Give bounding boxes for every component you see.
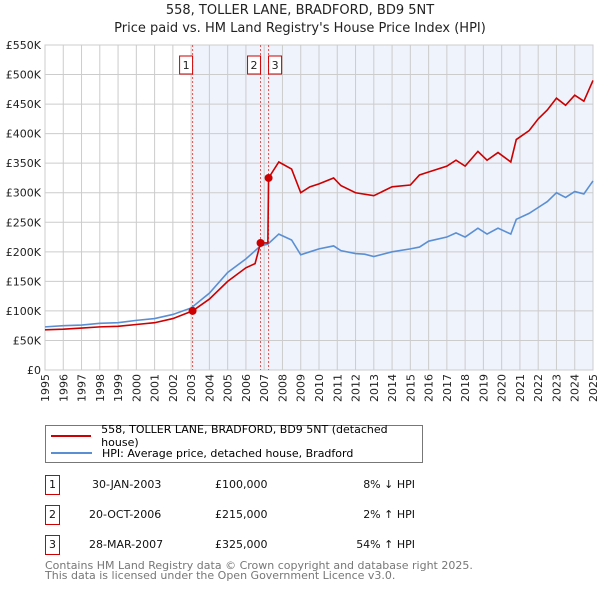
- x-tick-label: 1996: [57, 374, 70, 402]
- x-tick-label: 2015: [404, 374, 417, 402]
- legend: 558, TOLLER LANE, BRADFORD, BD9 5NT (det…: [45, 423, 423, 463]
- x-tick-label: 2025: [587, 374, 600, 402]
- x-tick-label: 1997: [76, 374, 89, 402]
- x-tick-label: 2002: [167, 374, 180, 402]
- y-tick-label: £100K: [6, 305, 42, 318]
- y-tick-label: £150K: [6, 275, 42, 288]
- y-tick-label: £350K: [6, 157, 42, 170]
- x-tick-label: 2020: [496, 374, 509, 402]
- legend-swatch: [51, 435, 92, 437]
- x-tick-label: 1995: [39, 374, 52, 402]
- chart-subtitle: Price paid vs. HM Land Registry's House …: [114, 21, 486, 36]
- sale-hpi-diff: 2% ↑ HPI: [363, 508, 415, 521]
- sale-price: £215,000: [215, 508, 268, 521]
- x-tick-label: 2014: [386, 374, 399, 402]
- hpi-line: [44, 180, 594, 328]
- x-tick-label: 2000: [130, 374, 143, 402]
- x-tick-label: 2007: [258, 374, 271, 402]
- sale-point: [188, 306, 197, 315]
- x-tick-label: 2009: [295, 374, 308, 402]
- x-tick-label: 2019: [477, 374, 490, 402]
- x-tick-label: 2003: [185, 374, 198, 402]
- sale-date: 20-OCT-2006: [89, 508, 162, 521]
- legend-item-property: 558, TOLLER LANE, BRADFORD, BD9 5NT (det…: [51, 423, 422, 449]
- sale-label: 2: [251, 59, 258, 72]
- sale-hpi-diff: 54% ↑ HPI: [356, 538, 415, 551]
- x-tick-label: 2010: [313, 374, 326, 402]
- x-tick-label: 2017: [441, 374, 454, 402]
- footer-line: This data is licensed under the Open Gov…: [45, 569, 396, 582]
- y-tick-label: £400K: [6, 128, 42, 141]
- plot-area: 1995 1996 1997 1998 1999 2000 2001 2002 2003 2004…: [6, 39, 600, 402]
- x-tick-label: 1999: [112, 374, 125, 402]
- y-tick-label: £300K: [6, 187, 42, 200]
- y-tick-label: £50K: [13, 334, 42, 347]
- sale-label-box: [268, 55, 283, 75]
- x-tick-label: 1998: [94, 374, 107, 402]
- y-tick-label: £0: [27, 364, 41, 377]
- sale-date: 28-MAR-2007: [89, 538, 164, 551]
- x-tick-label: 2004: [203, 374, 216, 402]
- sale-point: [256, 238, 265, 247]
- footer: Contains HM Land Registry data © Crown c…: [45, 559, 473, 582]
- x-tick-label: 2006: [240, 374, 253, 402]
- sale-point: [264, 173, 273, 182]
- x-tick-label: 2016: [423, 374, 436, 402]
- x-tick-label: 2008: [276, 374, 289, 402]
- sale-date: 30-JAN-2003: [92, 478, 162, 491]
- sale-label-box: [247, 55, 262, 75]
- x-tick-label: 2011: [331, 374, 344, 402]
- legend-item-hpi: HPI: Average price, detached house, Brad…: [51, 445, 353, 461]
- x-tick-label: 2013: [368, 374, 381, 402]
- y-tick-label: £550K: [6, 39, 42, 52]
- sale-price: £325,000: [215, 538, 268, 551]
- sale-row: 2 20-OCT-2006 £215,000 2% ↑ HPI: [45, 505, 445, 525]
- x-tick-label: 2005: [222, 374, 235, 402]
- shaded-region: [192, 45, 593, 370]
- y-tick-label: £250K: [6, 216, 42, 229]
- x-tick-label: 2001: [149, 374, 162, 402]
- sale-label-box: [179, 55, 194, 75]
- y-tick-label: £500K: [6, 69, 42, 82]
- sale-label: 3: [272, 59, 279, 72]
- sale-price: £100,000: [215, 478, 268, 491]
- sale-number: 3: [45, 535, 60, 555]
- footer-line: Contains HM Land Registry data © Crown c…: [45, 559, 473, 572]
- x-tick-label: 2024: [569, 374, 582, 402]
- sale-hpi-diff: 8% ↓ HPI: [363, 478, 415, 491]
- legend-label: 558, TOLLER LANE, BRADFORD, BD9 5NT (det…: [101, 423, 388, 449]
- sale-row: 3 28-MAR-2007 £325,000 54% ↑ HPI: [45, 535, 445, 555]
- x-tick-label: 2012: [350, 374, 363, 402]
- x-tick-label: 2021: [514, 374, 527, 402]
- legend-swatch: [51, 452, 92, 454]
- sale-number: 2: [45, 505, 60, 525]
- chart-title: 558, TOLLER LANE, BRADFORD, BD9 5NT: [165, 3, 435, 18]
- legend-label: HPI: Average price, detached house, Brad…: [102, 446, 354, 460]
- x-tick-label: 2018: [459, 374, 472, 402]
- sale-row: 1 30-JAN-2003 £100,000 8% ↓ HPI: [45, 475, 445, 495]
- x-tick-label: 2022: [532, 374, 545, 402]
- x-tick-label: 2023: [550, 374, 563, 402]
- y-tick-label: £450K: [6, 98, 42, 111]
- sale-label: 1: [183, 59, 190, 72]
- y-tick-label: £200K: [6, 246, 42, 259]
- sale-number: 1: [45, 475, 60, 495]
- plot-border: [44, 44, 594, 371]
- property-price-line: [44, 80, 594, 331]
